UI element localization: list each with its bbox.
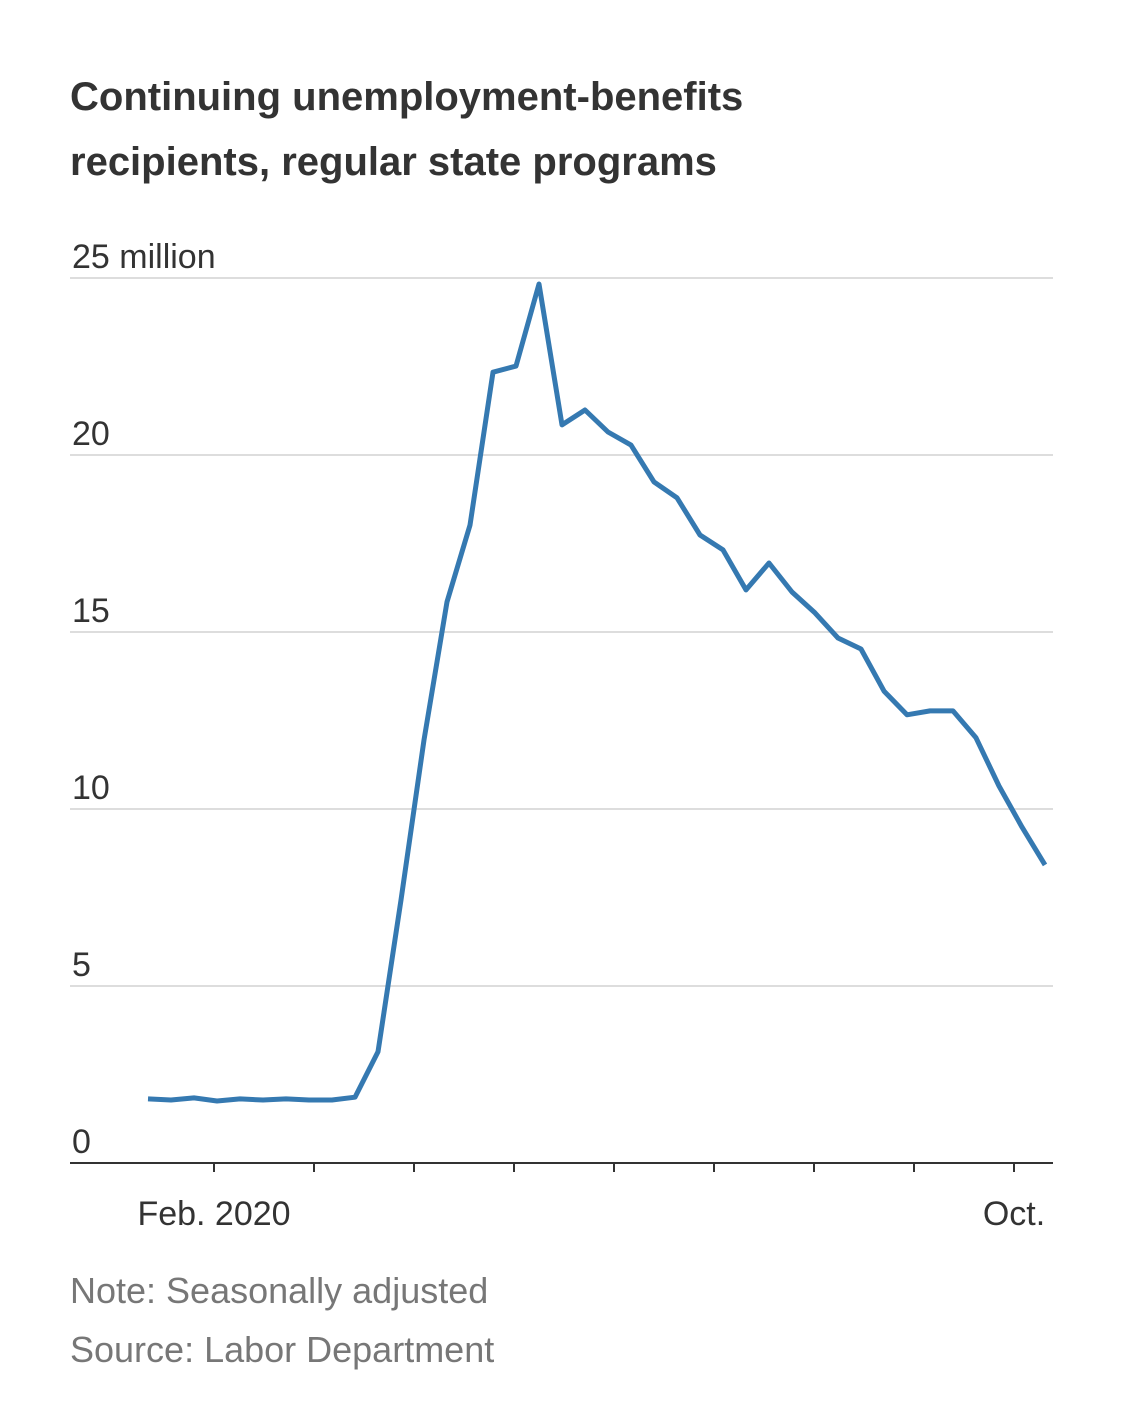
chart-title: Continuing unemployment-benefits recipien… xyxy=(70,75,743,184)
y-tick-label: 5 xyxy=(72,946,91,984)
y-tick-label: 15 xyxy=(72,592,110,630)
x-tick-label: Oct. xyxy=(983,1195,1045,1233)
data-line xyxy=(147,281,1048,1104)
y-tick-label: 0 xyxy=(72,1123,91,1161)
y-tick-label: 10 xyxy=(72,769,110,807)
y-tick-label: 20 xyxy=(72,415,110,453)
y-tick-label: 25 million xyxy=(72,238,216,276)
note: Note: Seasonally adjusted xyxy=(70,1270,488,1311)
x-tick-label: Feb. 2020 xyxy=(137,1195,290,1233)
source: Source: Labor Department xyxy=(70,1329,494,1370)
